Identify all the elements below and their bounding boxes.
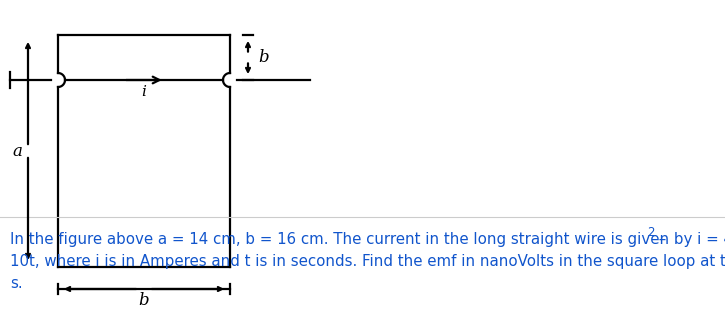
Text: In the figure above a = 14 cm, b = 16 cm. The current in the long straight wire : In the figure above a = 14 cm, b = 16 cm… bbox=[10, 232, 725, 247]
Text: –: – bbox=[654, 232, 666, 247]
Text: a: a bbox=[12, 142, 22, 160]
Text: s.: s. bbox=[10, 276, 22, 291]
Text: 2: 2 bbox=[647, 226, 655, 239]
Text: 10t, where i is in Amperes and t is in seconds. Find the emf in nanoVolts in the: 10t, where i is in Amperes and t is in s… bbox=[10, 254, 725, 269]
Text: b: b bbox=[258, 49, 269, 66]
Text: b: b bbox=[138, 292, 149, 309]
Text: i: i bbox=[141, 85, 146, 99]
